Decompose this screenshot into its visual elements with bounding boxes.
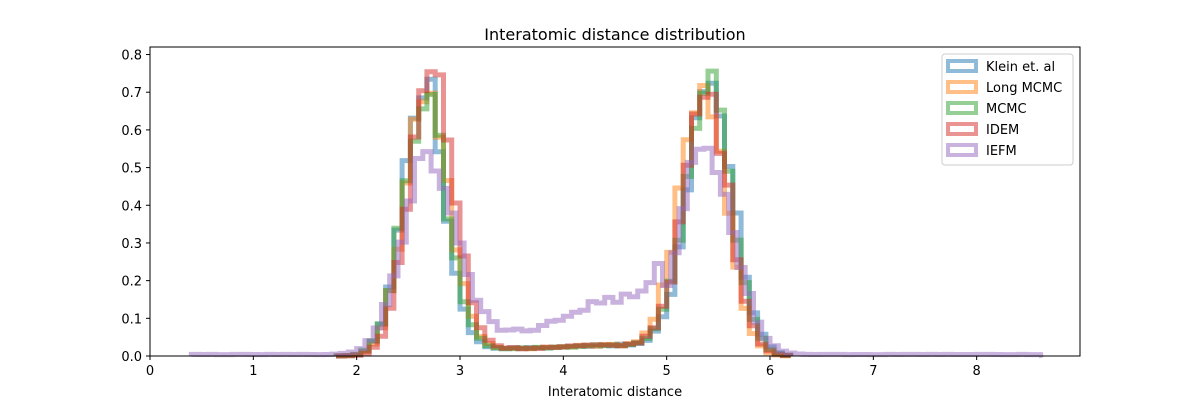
y-tick-label: 0.7 — [121, 86, 142, 101]
x-tick-label: 5 — [663, 364, 671, 379]
legend-label: Klein et. al — [986, 60, 1055, 75]
plot-area-frame — [149, 46, 1081, 357]
series-idem — [336, 69, 794, 359]
y-tick-label: 0.6 — [121, 124, 142, 139]
x-tick-label: 0 — [146, 364, 154, 379]
x-tick-label: 4 — [559, 364, 567, 379]
legend-label: MCMC — [986, 102, 1027, 117]
x-axis-title: Interatomic distance — [548, 385, 682, 400]
legend-label: IDEM — [986, 123, 1019, 138]
x-tick-label: 1 — [249, 364, 257, 379]
x-tick-label: 8 — [973, 364, 981, 379]
legend-swatch — [946, 143, 978, 157]
chart-title: Interatomic distance distribution — [484, 25, 745, 44]
series-layer — [188, 68, 1044, 359]
y-tick-label: 0.8 — [121, 49, 142, 64]
legend-label: IEFM — [986, 144, 1017, 159]
series-iefm — [188, 145, 1044, 359]
legend-swatch — [946, 122, 978, 136]
legend-swatch — [946, 80, 978, 94]
legend-label: Long MCMC — [986, 81, 1062, 96]
x-axis: 0 1 2 3 4 5 6 7 8 — [146, 356, 981, 379]
legend-swatch — [946, 101, 978, 115]
y-tick-label: 0.1 — [121, 312, 142, 327]
x-tick-label: 2 — [353, 364, 361, 379]
legend: Klein et. al Long MCMC MCMC IDEM IEFM — [941, 53, 1074, 166]
y-tick-label: 0.3 — [121, 237, 142, 252]
x-tick-label: 3 — [456, 364, 464, 379]
x-tick-label: 6 — [766, 364, 774, 379]
y-tick-label: 0.2 — [121, 275, 142, 290]
x-tick-label: 7 — [869, 364, 877, 379]
legend-swatch — [946, 59, 978, 73]
y-axis: 0.0 0.1 0.2 0.3 0.4 0.5 0.6 0.7 0.8 — [121, 49, 150, 365]
y-tick-label: 0.4 — [121, 199, 142, 214]
y-tick-label: 0.5 — [121, 162, 142, 177]
y-tick-label: 0.0 — [121, 350, 142, 365]
